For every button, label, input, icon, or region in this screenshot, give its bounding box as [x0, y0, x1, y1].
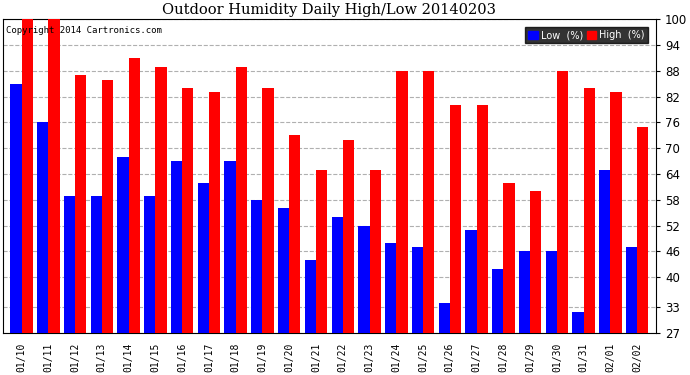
Bar — [224, 161, 236, 333]
Bar — [423, 71, 434, 333]
Bar — [331, 217, 343, 333]
Bar — [465, 230, 477, 333]
Bar — [197, 183, 209, 333]
Bar — [412, 247, 423, 333]
Bar — [557, 71, 568, 333]
Bar — [611, 92, 622, 333]
Bar — [102, 80, 113, 333]
Bar — [370, 170, 381, 333]
Bar — [530, 191, 542, 333]
Text: Copyright 2014 Cartronics.com: Copyright 2014 Cartronics.com — [6, 26, 162, 34]
Bar — [343, 140, 354, 333]
Bar — [477, 105, 488, 333]
Bar — [144, 196, 155, 333]
Bar — [48, 20, 59, 333]
Bar — [171, 161, 182, 333]
Bar — [599, 170, 611, 333]
Title: Outdoor Humidity Daily High/Low 20140203: Outdoor Humidity Daily High/Low 20140203 — [162, 3, 496, 17]
Bar — [637, 127, 649, 333]
Bar — [584, 88, 595, 333]
Bar — [305, 260, 316, 333]
Bar — [128, 58, 140, 333]
Bar — [37, 123, 48, 333]
Bar — [316, 170, 327, 333]
Bar — [21, 20, 32, 333]
Bar — [209, 92, 220, 333]
Bar — [492, 268, 504, 333]
Bar — [90, 196, 102, 333]
Bar — [358, 226, 370, 333]
Bar — [236, 67, 247, 333]
Bar — [450, 105, 461, 333]
Bar — [289, 135, 300, 333]
Bar — [385, 243, 396, 333]
Bar — [10, 84, 21, 333]
Bar — [626, 247, 637, 333]
Bar — [546, 252, 557, 333]
Bar — [117, 157, 128, 333]
Bar — [439, 303, 450, 333]
Bar — [155, 67, 166, 333]
Bar — [278, 209, 289, 333]
Bar — [75, 75, 86, 333]
Bar — [504, 183, 515, 333]
Bar — [573, 312, 584, 333]
Legend: Low  (%), High  (%): Low (%), High (%) — [525, 27, 648, 43]
Bar — [396, 71, 408, 333]
Bar — [251, 200, 262, 333]
Bar — [182, 88, 193, 333]
Bar — [63, 196, 75, 333]
Bar — [519, 252, 530, 333]
Bar — [262, 88, 274, 333]
